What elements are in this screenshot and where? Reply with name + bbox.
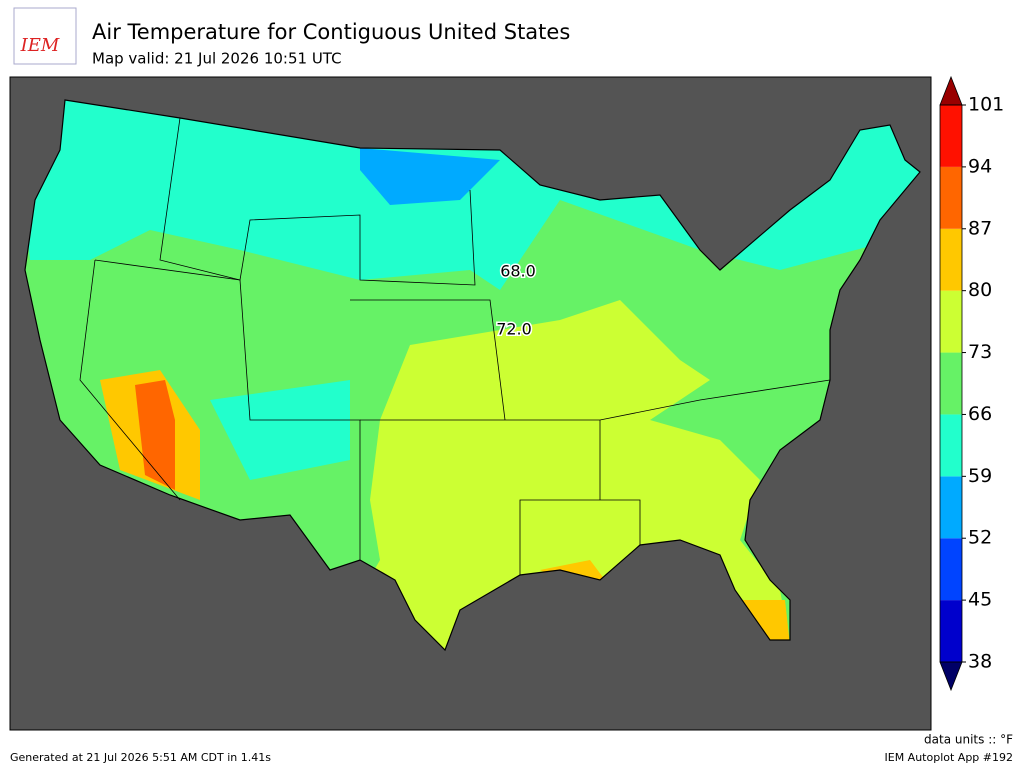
colorbar-segment bbox=[940, 290, 962, 353]
colorbar-segment bbox=[940, 166, 962, 229]
logo-frame bbox=[13, 7, 77, 65]
footer-left: Generated at 21 Jul 2026 5:51 AM CDT in … bbox=[10, 751, 271, 764]
title: Air Temperature for Contiguous United St… bbox=[92, 20, 570, 44]
border bbox=[79, 259, 361, 560]
colorbar-under bbox=[939, 661, 963, 692]
logo: IEM bbox=[20, 35, 60, 56]
colorbar-segment bbox=[940, 228, 962, 291]
colorbar-segment bbox=[940, 538, 962, 601]
colorbar-tick-label: 87 bbox=[968, 217, 992, 239]
colorbar-tick-label: 52 bbox=[968, 527, 992, 549]
colorbar-tick-label: 101 bbox=[968, 94, 1004, 116]
colorbar-tick-label: 45 bbox=[968, 589, 992, 611]
colorbar-tick-label: 73 bbox=[968, 341, 992, 363]
field-80-87 bbox=[740, 600, 790, 645]
field-59-66 bbox=[210, 380, 350, 480]
field-52-59 bbox=[360, 148, 500, 205]
footer-right: IEM Autoplot App #192 bbox=[885, 751, 1014, 764]
contour-label: 68.0 bbox=[500, 262, 536, 281]
border bbox=[519, 420, 641, 575]
field-87-94 bbox=[135, 380, 175, 490]
contour-label: 72.0 bbox=[496, 320, 532, 339]
colorbar-tick-label: 80 bbox=[968, 279, 992, 301]
colorbar-segment bbox=[940, 352, 962, 415]
colorbar-segment bbox=[940, 414, 962, 477]
border bbox=[159, 117, 476, 286]
colorbar-tick-label: 59 bbox=[968, 465, 992, 487]
subtitle: Map valid: 21 Jul 2026 10:51 UTC bbox=[92, 50, 342, 68]
units-label: data units :: °F bbox=[924, 733, 1013, 747]
colorbar-tick-label: 94 bbox=[968, 155, 992, 177]
colorbar-tick-label: 66 bbox=[968, 403, 992, 425]
border bbox=[350, 299, 831, 421]
colorbar-tick-label: 38 bbox=[968, 651, 992, 673]
colorbar: 38 45 52 59 66 73 80 87 94 101 bbox=[939, 75, 1004, 692]
colorbar-segment bbox=[940, 600, 962, 662]
state-borders bbox=[79, 117, 831, 575]
colorbar-segment bbox=[940, 476, 962, 539]
colorbar-segment bbox=[940, 105, 962, 167]
colorbar-frame bbox=[939, 104, 963, 663]
colorbar-over bbox=[939, 75, 963, 106]
